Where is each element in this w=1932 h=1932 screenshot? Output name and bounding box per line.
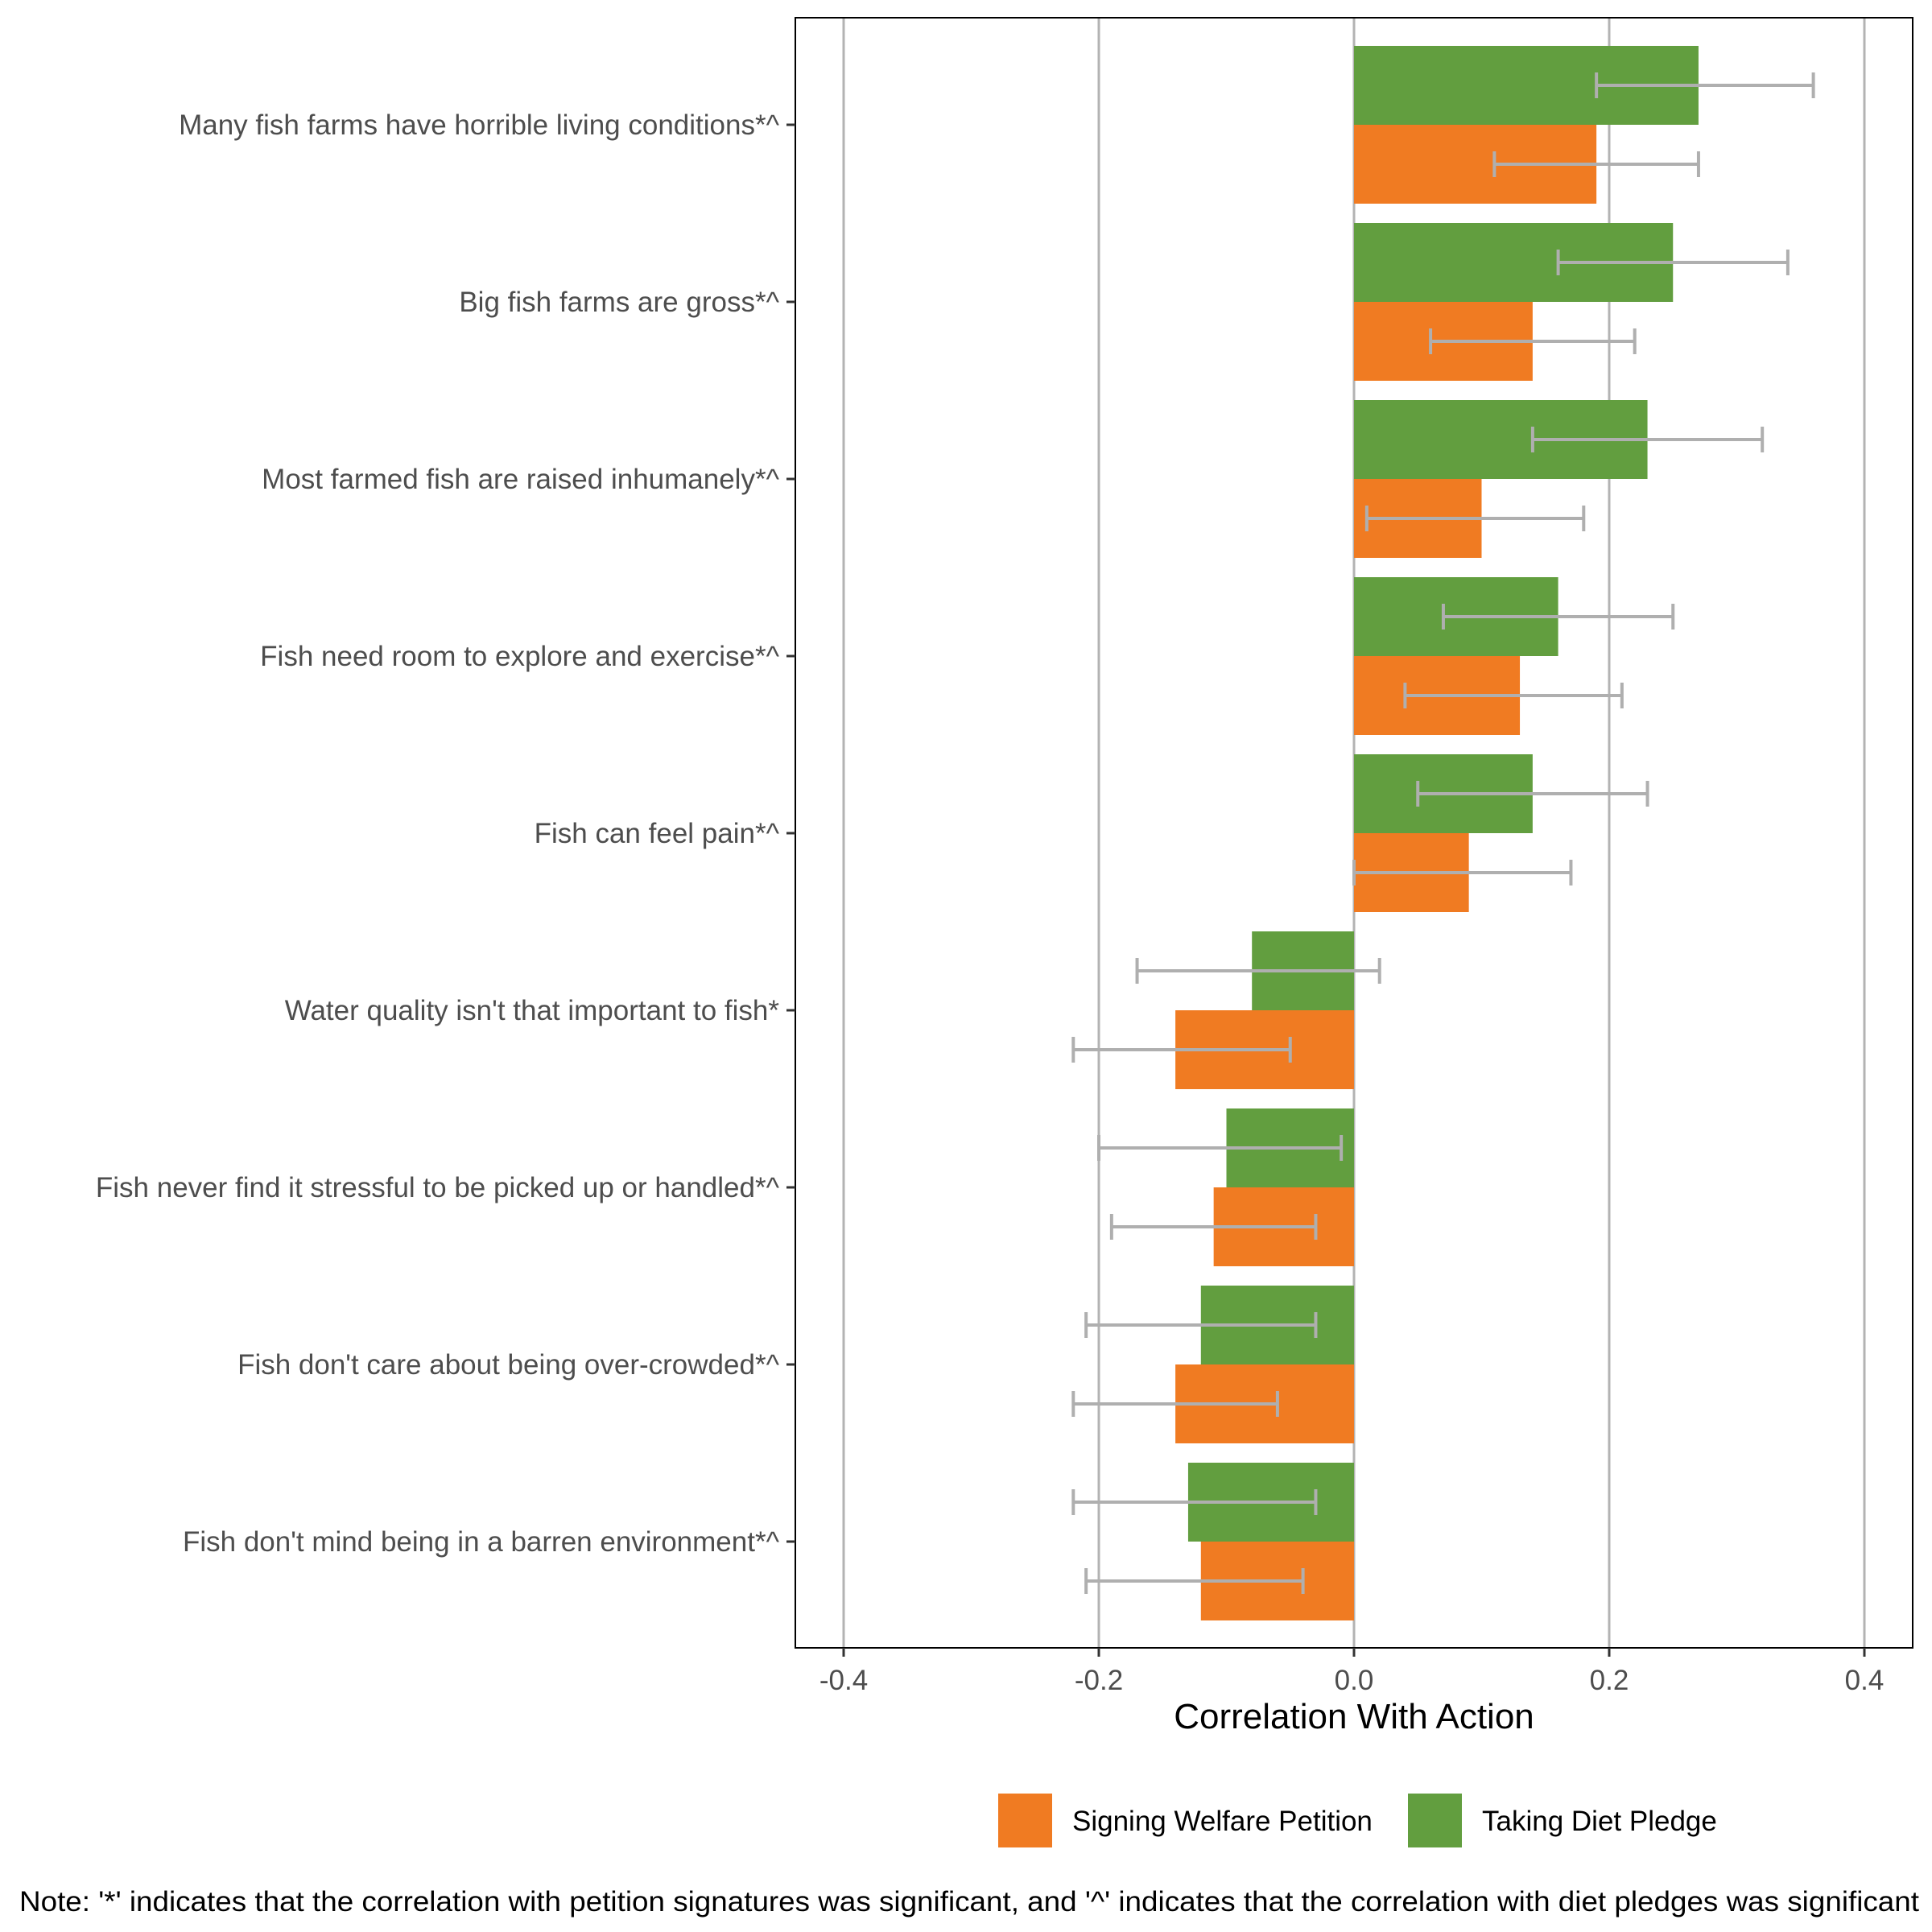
error-bar-taking-diet-pledge-1 [1595,72,1815,98]
error-bar-taking-diet-pledge-2 [1556,250,1790,275]
category-label-most-farmed-fish-are-raised-inhumanely: Most farmed fish are raised inhumanely*^ [262,464,779,495]
x-axis-title: Correlation With Action [1174,1697,1534,1736]
error-bar-signing-welfare-petition-2 [1429,328,1637,354]
error-bar-taking-diet-pledge-5 [1416,781,1649,807]
error-bar-signing-welfare-petition-7 [1109,1214,1318,1240]
error-bars [1071,72,1815,1594]
error-bar-taking-diet-pledge-7 [1097,1135,1344,1161]
y-tick-marks [786,123,795,1543]
error-bar-taking-diet-pledge-8 [1084,1312,1318,1338]
category-label-fish-can-feel-pain: Fish can feel pain*^ [535,818,780,849]
footnote: Note: '*' indicates that the correlation… [19,1886,1919,1918]
legend-label-taking-diet-pledge: Taking Diet Pledge [1482,1806,1717,1837]
error-bar-taking-diet-pledge-6 [1135,958,1381,984]
x-tick-label: 0.0 [1335,1665,1374,1696]
legend-label-signing-welfare-petition: Signing Welfare Petition [1072,1806,1373,1837]
x-tick-label: 0.4 [1845,1665,1885,1696]
category-labels: Many fish farms have horrible living con… [96,109,780,1558]
x-ticks: -0.4 -0.2 0.0 0.2 0.4 [819,1648,1884,1696]
error-bar-taking-diet-pledge-9 [1071,1489,1318,1515]
x-tick-label: -0.2 [1075,1665,1123,1696]
error-bar-taking-diet-pledge-3 [1530,427,1765,452]
error-bar-signing-welfare-petition-6 [1071,1037,1292,1063]
category-label-fish-don-t-care-about-being-over-crowded: Fish don't care about being over-crowded… [237,1349,780,1381]
legend: Signing Welfare Petition Taking Diet Ple… [998,1794,1717,1847]
error-bar-taking-diet-pledge-4 [1441,604,1675,630]
x-tick-label: -0.4 [819,1665,868,1696]
category-label-fish-never-find-it-stressful-to-be-picked-up-or-handled: Fish never find it stressful to be picke… [96,1172,780,1203]
legend-key-signing-welfare-petition [998,1794,1052,1847]
error-bar-signing-welfare-petition-5 [1352,860,1573,886]
error-bar-signing-welfare-petition-1 [1492,151,1700,177]
category-label-fish-don-t-mind-being-in-a-barren-environment: Fish don't mind being in a barren enviro… [183,1526,780,1558]
category-label-water-quality-isn-t-that-important-to-fish: Water quality isn't that important to fi… [285,995,780,1026]
error-bar-signing-welfare-petition-4 [1403,683,1624,708]
error-bar-signing-welfare-petition-9 [1084,1568,1305,1594]
category-label-fish-need-room-to-explore-and-exercise: Fish need room to explore and exercise*^ [260,641,779,672]
category-label-big-fish-farms-are-gross: Big fish farms are gross*^ [459,287,779,318]
legend-key-taking-diet-pledge [1408,1794,1462,1847]
x-tick-label: 0.2 [1590,1665,1629,1696]
category-label-many-fish-farms-have-horrible-living-conditions: Many fish farms have horrible living con… [179,109,779,141]
error-bar-signing-welfare-petition-3 [1364,506,1586,531]
error-bar-signing-welfare-petition-8 [1071,1391,1279,1417]
